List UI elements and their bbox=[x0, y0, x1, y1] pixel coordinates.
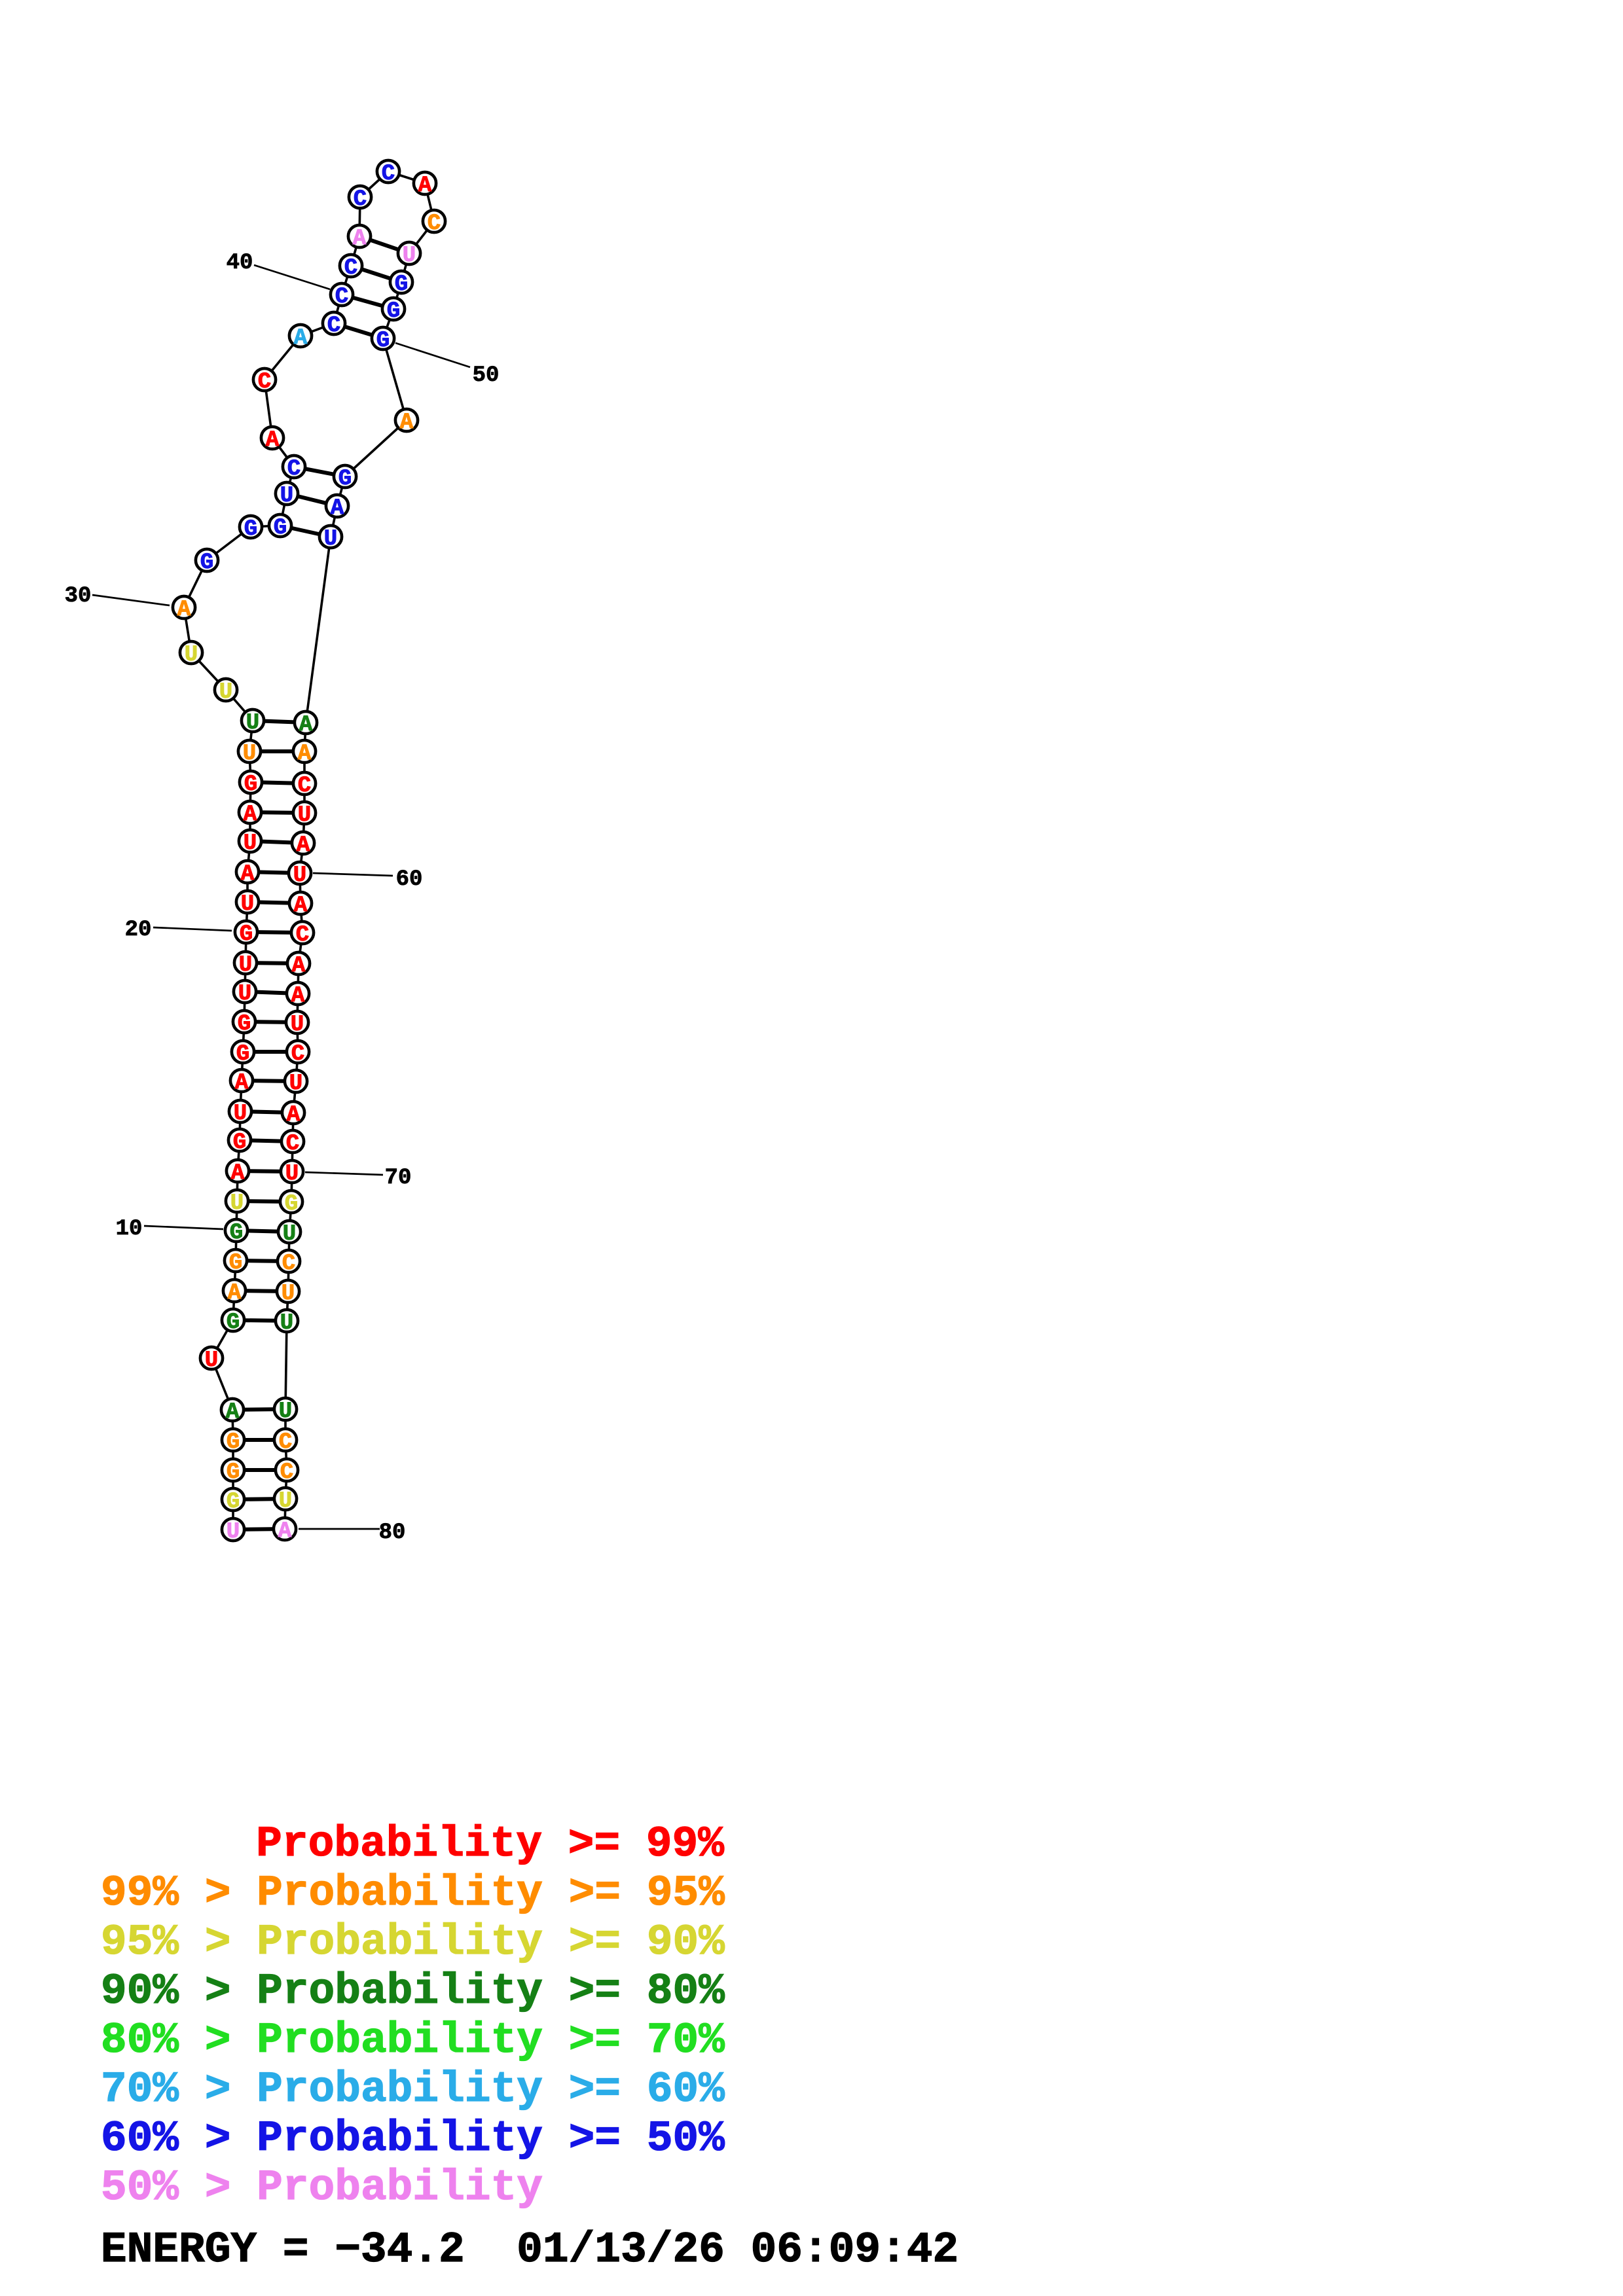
svg-text:G: G bbox=[395, 272, 408, 297]
svg-text:C: C bbox=[298, 774, 311, 798]
svg-text:50: 50 bbox=[473, 363, 500, 388]
svg-text:90% > Probability >= 80%: 90% > Probability >= 80% bbox=[101, 1967, 725, 2016]
svg-text:10: 10 bbox=[116, 1217, 143, 1242]
svg-text:G: G bbox=[387, 299, 400, 324]
svg-text:C: C bbox=[258, 370, 271, 395]
svg-text:A: A bbox=[331, 496, 344, 521]
svg-text:50% > Probability: 50% > Probability bbox=[101, 2163, 543, 2212]
svg-text:A: A bbox=[266, 428, 280, 453]
svg-text:A: A bbox=[400, 410, 414, 435]
svg-text:A: A bbox=[287, 1103, 301, 1128]
svg-text:C: C bbox=[327, 314, 340, 338]
svg-text:ENERGY = −34.2 01/13/26 06:09: ENERGY = −34.2 01/13/26 06:09:42 bbox=[101, 2225, 958, 2274]
svg-text:60: 60 bbox=[396, 867, 423, 892]
svg-text:U: U bbox=[298, 803, 311, 828]
svg-text:A: A bbox=[291, 984, 305, 1009]
svg-text:C: C bbox=[287, 457, 301, 482]
svg-text:C: C bbox=[279, 1430, 292, 1455]
svg-text:A: A bbox=[228, 1281, 242, 1306]
svg-text:U: U bbox=[238, 982, 251, 1007]
svg-text:20: 20 bbox=[125, 918, 152, 942]
svg-text:U: U bbox=[280, 484, 293, 509]
svg-text:G: G bbox=[285, 1192, 298, 1217]
svg-text:G: G bbox=[227, 1310, 240, 1335]
svg-text:G: G bbox=[338, 467, 352, 492]
svg-text:C: C bbox=[282, 1251, 295, 1276]
svg-text:80: 80 bbox=[379, 1520, 406, 1545]
svg-text:G: G bbox=[238, 1012, 251, 1037]
svg-text:A: A bbox=[418, 173, 432, 198]
svg-text:60% > Probability >= 50%: 60% > Probability >= 50% bbox=[101, 2114, 725, 2163]
svg-text:U: U bbox=[293, 863, 306, 888]
svg-text:A: A bbox=[294, 326, 308, 351]
svg-text:A: A bbox=[231, 1161, 245, 1186]
svg-text:U: U bbox=[289, 1071, 302, 1096]
svg-text:G: G bbox=[240, 922, 253, 947]
svg-text:A: A bbox=[278, 1519, 292, 1544]
svg-text:U: U bbox=[279, 1489, 292, 1514]
svg-text:U: U bbox=[219, 680, 232, 705]
svg-text:A: A bbox=[226, 1400, 240, 1425]
svg-text:G: G bbox=[227, 1490, 240, 1515]
svg-text:C: C bbox=[286, 1132, 299, 1157]
svg-text:G: G bbox=[229, 1251, 242, 1276]
svg-text:U: U bbox=[291, 1013, 304, 1037]
svg-text:C: C bbox=[344, 256, 357, 281]
svg-text:G: G bbox=[233, 1130, 246, 1155]
svg-text:A: A bbox=[235, 1071, 249, 1096]
svg-text:G: G bbox=[227, 1430, 240, 1455]
svg-text:70: 70 bbox=[385, 1166, 412, 1191]
svg-text:U: U bbox=[230, 1191, 244, 1216]
svg-text:C: C bbox=[291, 1042, 304, 1067]
svg-text:80% > Probability >= 70%: 80% > Probability >= 70% bbox=[101, 2016, 725, 2065]
svg-text:U: U bbox=[282, 1282, 295, 1306]
svg-text:U: U bbox=[283, 1222, 296, 1247]
svg-text:G: G bbox=[230, 1221, 243, 1246]
svg-text:G: G bbox=[236, 1042, 249, 1067]
svg-text:A: A bbox=[294, 893, 308, 918]
svg-text:A: A bbox=[244, 802, 257, 827]
svg-text:U: U bbox=[243, 742, 256, 766]
svg-text:U: U bbox=[234, 1102, 247, 1126]
svg-text:40: 40 bbox=[227, 251, 253, 276]
svg-text:G: G bbox=[244, 517, 257, 542]
svg-text:G: G bbox=[274, 516, 287, 541]
svg-text:U: U bbox=[324, 527, 337, 552]
svg-text:Probability >= 99%: Probability >= 99% bbox=[256, 1820, 724, 1869]
svg-text:70% > Probability >= 60%: 70% > Probability >= 60% bbox=[101, 2065, 725, 2114]
svg-text:G: G bbox=[244, 772, 257, 797]
svg-text:U: U bbox=[246, 711, 259, 736]
svg-text:A: A bbox=[241, 862, 255, 887]
svg-text:99% > Probability >= 95%: 99% > Probability >= 95% bbox=[101, 1869, 725, 1918]
svg-text:C: C bbox=[354, 187, 367, 212]
svg-text:U: U bbox=[280, 1311, 293, 1336]
svg-text:C: C bbox=[296, 923, 309, 948]
svg-text:30: 30 bbox=[65, 584, 92, 609]
svg-text:G: G bbox=[376, 329, 390, 353]
svg-text:A: A bbox=[177, 598, 191, 622]
svg-text:U: U bbox=[241, 892, 254, 917]
svg-text:G: G bbox=[200, 550, 213, 575]
svg-text:U: U bbox=[185, 643, 198, 668]
svg-text:U: U bbox=[403, 243, 416, 268]
svg-text:A: A bbox=[292, 954, 306, 978]
svg-text:C: C bbox=[280, 1460, 293, 1485]
svg-text:A: A bbox=[298, 742, 312, 766]
svg-text:U: U bbox=[239, 953, 252, 978]
svg-text:A: A bbox=[297, 833, 310, 858]
svg-text:C: C bbox=[382, 162, 395, 187]
svg-text:U: U bbox=[227, 1520, 240, 1545]
svg-text:U: U bbox=[279, 1399, 292, 1424]
svg-text:G: G bbox=[227, 1460, 240, 1485]
svg-text:C: C bbox=[428, 211, 441, 236]
svg-text:A: A bbox=[299, 713, 313, 738]
svg-text:C: C bbox=[335, 285, 348, 310]
svg-text:A: A bbox=[353, 226, 367, 251]
svg-text:U: U bbox=[205, 1348, 218, 1373]
svg-text:95% > Probability >= 90%: 95% > Probability >= 90% bbox=[101, 1918, 725, 1967]
svg-text:U: U bbox=[285, 1162, 299, 1187]
svg-text:U: U bbox=[244, 831, 257, 856]
